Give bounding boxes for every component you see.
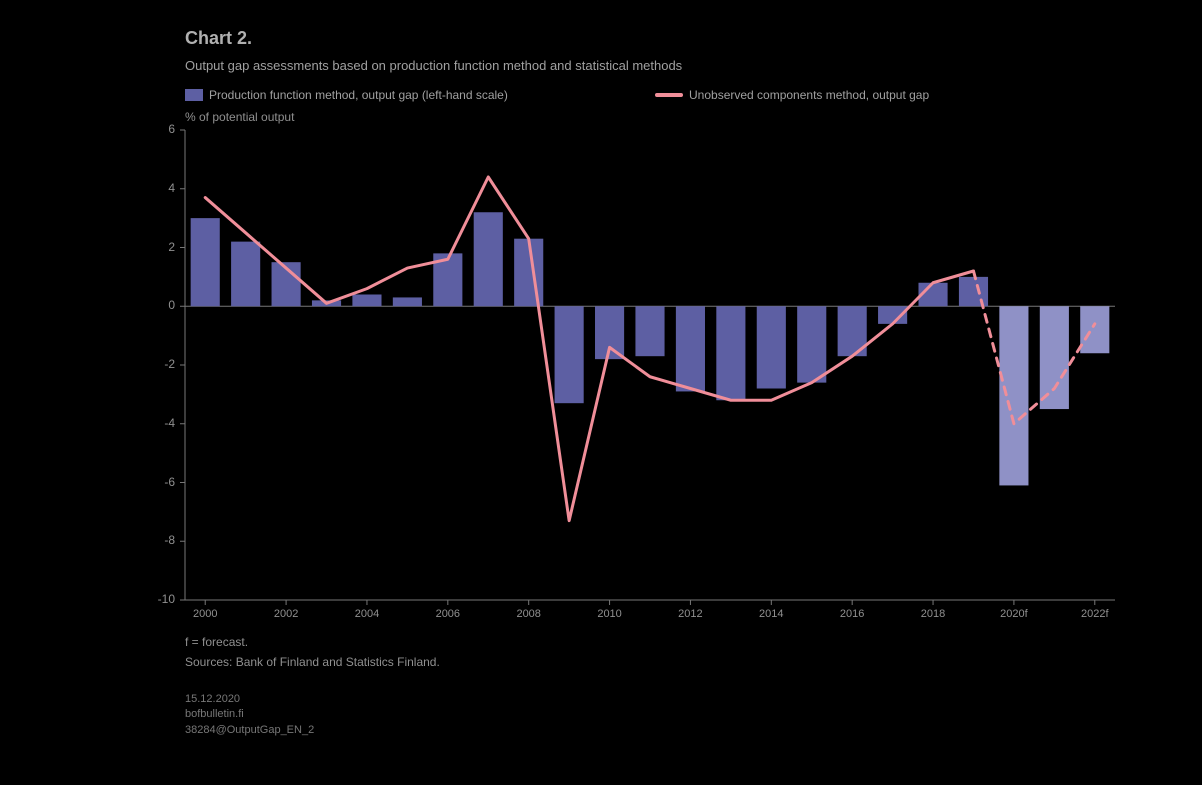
- x-tick-label: 2020f: [1000, 608, 1028, 620]
- footnote-sources: Sources: Bank of Finland and Statistics …: [185, 654, 440, 671]
- bar: [635, 306, 664, 356]
- bar: [716, 306, 745, 400]
- y-tick-label: 2: [135, 240, 175, 254]
- legend-swatch-line: [655, 93, 683, 97]
- x-tick-label: 2016: [840, 608, 864, 620]
- y-tick-label: -2: [135, 357, 175, 371]
- bar: [999, 306, 1028, 485]
- y-tick-label: -6: [135, 475, 175, 489]
- legend-item-bar: Production function method, output gap (…: [185, 88, 508, 102]
- bar: [231, 242, 260, 307]
- y-axis-label: % of potential output: [185, 110, 294, 124]
- y-tick-label: 4: [135, 181, 175, 195]
- legend-label-line: Unobserved components method, output gap: [689, 88, 929, 102]
- x-tick-label: 2018: [921, 608, 945, 620]
- bar: [191, 218, 220, 306]
- x-tick-label: 2022f: [1081, 608, 1109, 620]
- chart-title: Chart 2.: [185, 28, 252, 49]
- footer-site: bofbulletin.fi: [185, 707, 314, 722]
- x-tick-label: 2014: [759, 608, 783, 620]
- footnote-forecast: f = forecast.: [185, 634, 248, 651]
- x-tick-label: 2010: [597, 608, 621, 620]
- x-tick-label: 2012: [678, 608, 702, 620]
- bar: [352, 295, 381, 307]
- bar: [676, 306, 705, 391]
- bar: [959, 277, 988, 306]
- legend-label-bar: Production function method, output gap (…: [209, 88, 508, 102]
- x-tick-label: 2002: [274, 608, 298, 620]
- y-tick-label: -8: [135, 533, 175, 547]
- bar: [797, 306, 826, 382]
- footer-ref: 38284@OutputGap_EN_2: [185, 723, 314, 738]
- footer-date: 15.12.2020: [185, 692, 314, 707]
- line-series-forecast: [973, 271, 1094, 424]
- y-tick-label: -4: [135, 416, 175, 430]
- x-tick-label: 2000: [193, 608, 217, 620]
- bar: [555, 306, 584, 403]
- bar: [757, 306, 786, 388]
- chart-container: Chart 2. Output gap assessments based on…: [0, 0, 1202, 785]
- legend-item-line: Unobserved components method, output gap: [655, 88, 929, 102]
- bar: [393, 297, 422, 306]
- plot-svg: [185, 130, 1115, 600]
- bar: [1080, 306, 1109, 353]
- x-tick-label: 2004: [355, 608, 379, 620]
- y-tick-label: -10: [135, 592, 175, 606]
- x-tick-label: 2008: [516, 608, 540, 620]
- y-tick-label: 0: [135, 298, 175, 312]
- plot-area: [185, 130, 1115, 600]
- x-tick-label: 2006: [436, 608, 460, 620]
- chart-footer: 15.12.2020 bofbulletin.fi 38284@OutputGa…: [185, 692, 314, 738]
- bar: [474, 212, 503, 306]
- legend-swatch-bar: [185, 89, 203, 101]
- chart-subtitle: Output gap assessments based on producti…: [185, 58, 682, 73]
- bar: [1040, 306, 1069, 409]
- y-tick-label: 6: [135, 122, 175, 136]
